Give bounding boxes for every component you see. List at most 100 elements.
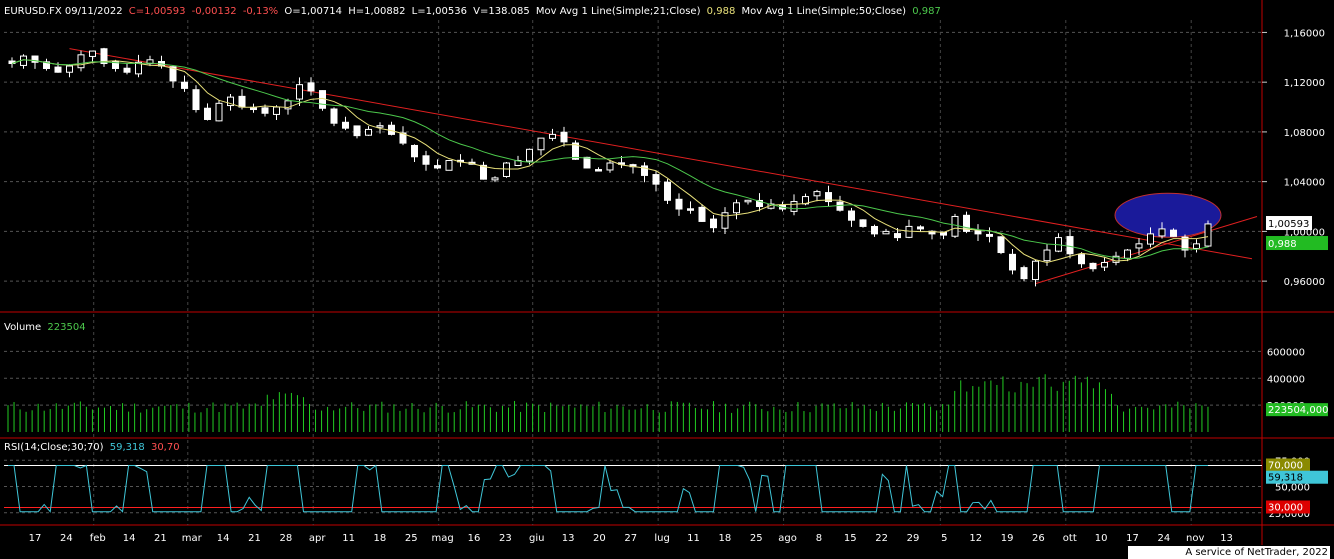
candle-body: [1204, 223, 1212, 247]
time-tick-label: 19: [1001, 533, 1014, 544]
candle-body: [353, 125, 361, 137]
price-tick-label: 1,04000: [1284, 178, 1325, 189]
volume-tick-label: 400000: [1267, 374, 1305, 385]
chart-header: EURUSD.FX 09/11/2022 C=1,00593 -0,00132 …: [4, 6, 941, 17]
candle-body: [813, 191, 821, 197]
rsi-title: RSI(14;Close;30;70) 59,318 30,70: [4, 442, 180, 453]
candles: [8, 47, 1212, 287]
candle-body: [756, 199, 763, 208]
candle-body: [215, 102, 223, 122]
candle-body: [572, 142, 579, 160]
candle-body: [859, 219, 867, 227]
candle-body: [905, 225, 913, 238]
candle-body: [261, 107, 269, 114]
price-tick-label: 1,00000: [1284, 227, 1325, 238]
time-tick-label: 17: [29, 533, 42, 544]
time-tick-label: nov: [1186, 533, 1204, 544]
candle-body: [595, 169, 602, 172]
candle-body: [1078, 254, 1085, 265]
time-tick-label: 21: [248, 533, 261, 544]
candle-body: [1066, 236, 1074, 255]
time-tick-label: 11: [687, 533, 700, 544]
service-credit: A service of NetTrader, 2022: [1128, 546, 1330, 559]
candle-body: [917, 226, 924, 230]
candle-body: [1170, 229, 1177, 237]
time-tick-label: feb: [90, 533, 106, 544]
time-tick-label: mar: [182, 533, 203, 544]
rsi-panel: 70,000 30,000 59,318: [4, 458, 1328, 514]
time-tick-label: 18: [718, 533, 731, 544]
candle-body: [951, 215, 959, 237]
candle-body: [698, 206, 706, 222]
time-tick-label: 12: [969, 533, 982, 544]
candle-body: [882, 230, 890, 235]
moving-averages: [11, 59, 1209, 263]
last-price-box: [1266, 216, 1312, 231]
time-tick-label: 26: [1032, 533, 1045, 544]
time-tick-label: 17: [1126, 533, 1139, 544]
candle-body: [1043, 249, 1051, 262]
time-tick-label: 5: [941, 533, 947, 544]
candle-body: [238, 95, 246, 108]
candle-body: [744, 199, 752, 203]
time-tick-label: ott: [1063, 533, 1077, 544]
rsi-line: [8, 464, 1208, 513]
candle-body: [77, 54, 85, 69]
candle-body: [836, 201, 844, 211]
time-tick-label: 23: [499, 533, 512, 544]
candle-body: [43, 61, 50, 69]
ma-value-box: [1266, 236, 1328, 251]
rsi-last-box: [1266, 470, 1328, 484]
time-tick-label: giu: [529, 533, 544, 544]
candle-body: [169, 66, 177, 82]
time-tick-label: mag: [432, 533, 454, 544]
price-tick-label: 1,16000: [1284, 28, 1325, 39]
highlight-ellipse: [1114, 192, 1222, 238]
candle-body: [480, 164, 487, 180]
candle-body: [181, 81, 188, 89]
candle-body: [675, 198, 683, 210]
candle-body: [296, 84, 303, 100]
candle-body: [399, 132, 407, 144]
time-tick-label: ago: [778, 533, 797, 544]
candle-body: [848, 210, 855, 221]
candle-body: [100, 48, 108, 65]
price-tick-label: 1,12000: [1284, 78, 1325, 89]
candle-body: [641, 165, 648, 176]
time-tick-label: 25: [405, 533, 418, 544]
candle-body: [31, 55, 39, 63]
time-tick-label: 27: [624, 533, 637, 544]
time-tick-label: 8: [816, 533, 822, 544]
candle-body: [342, 121, 349, 129]
time-tick-label: 15: [844, 533, 857, 544]
time-tick-label: 24: [1157, 533, 1170, 544]
trendlines: [69, 48, 1258, 285]
time-tick-label: 22: [875, 533, 888, 544]
candle-body: [687, 208, 694, 211]
candle-body: [434, 165, 441, 169]
candle-body: [997, 236, 1005, 254]
candle-body: [986, 233, 993, 237]
rsi-tick-label: 25,0000: [1269, 509, 1310, 520]
candle-body: [330, 108, 338, 124]
candle-body: [537, 137, 545, 151]
candle-body: [1181, 236, 1189, 251]
volume-title: Volume 223504: [4, 322, 86, 333]
candle-body: [825, 192, 832, 203]
time-tick-label: 28: [279, 533, 292, 544]
candle-body: [54, 66, 62, 73]
time-tick-label: 25: [750, 533, 763, 544]
ma-value-label: 0,988: [1268, 239, 1297, 250]
rsi-70-box: [1266, 458, 1310, 472]
candle-body: [89, 50, 96, 57]
candle-body: [514, 160, 522, 166]
candle-body: [422, 155, 430, 165]
candle-body: [652, 174, 660, 185]
candle-body: [307, 82, 315, 92]
support-trendline: [1035, 215, 1258, 285]
candle-body: [365, 128, 372, 136]
rsi-30-label: 30,000: [1268, 503, 1303, 514]
candle-body: [273, 106, 280, 115]
time-tick-label: 29: [907, 533, 920, 544]
